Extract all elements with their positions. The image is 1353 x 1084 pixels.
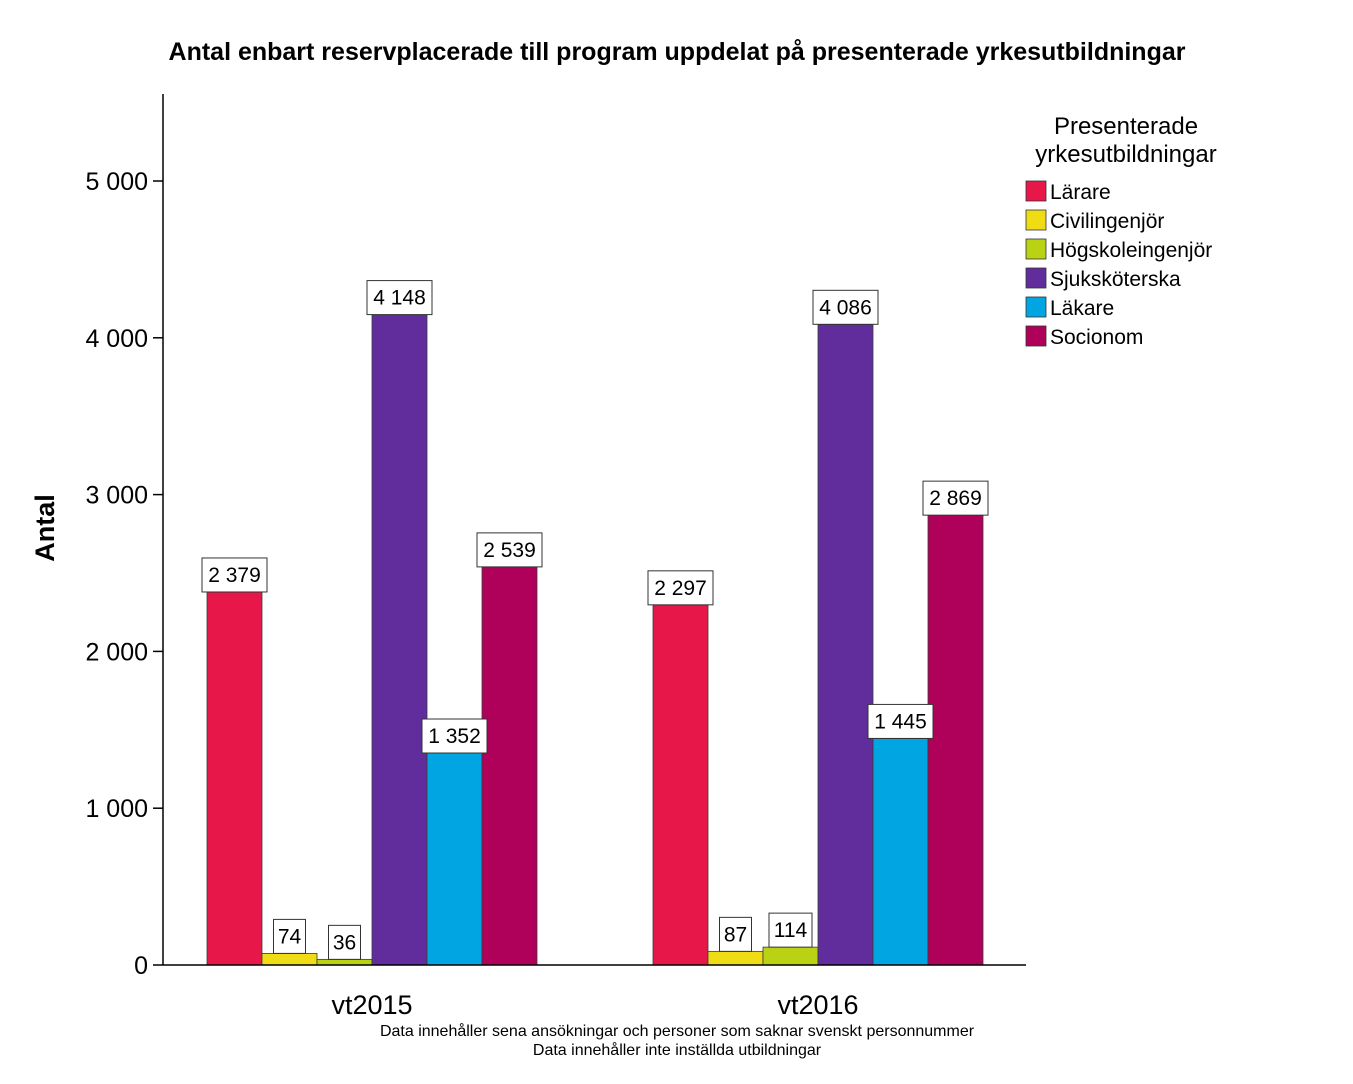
legend-title: Presenterade xyxy=(1054,113,1198,140)
bar-sjuksköterska-vt2015 xyxy=(371,314,428,966)
bar-socionom-vt2016 xyxy=(927,514,984,966)
data-label-sjuksköterska-vt2015: 4 148 xyxy=(366,280,433,316)
y-tick-label: 0 xyxy=(134,952,148,980)
plot-area: 0 1 000 2 000 3 000 4 000 5 000 vt2015 vt2016 2 … xyxy=(85,94,1026,1020)
legend-swatch-civilingenjör xyxy=(1025,209,1047,231)
legend-label-högskoleingenjör: Högskoleingenjör xyxy=(1050,239,1212,262)
y-tick-label: 4 000 xyxy=(85,325,148,353)
legend-swatch-högskoleingenjör xyxy=(1025,238,1047,260)
data-label-box xyxy=(768,912,813,948)
x-category-label: vt2016 xyxy=(777,990,858,1020)
data-label-civilingenjör-vt2015: 74 xyxy=(273,918,306,954)
data-label-lärare-vt2016: 2 297 xyxy=(647,570,714,606)
bar-civilingenjör-vt2016 xyxy=(707,950,764,966)
data-label-box xyxy=(647,570,714,606)
footnote: Data innehåller inte inställda utbildnin… xyxy=(533,1041,822,1059)
x-category-label: vt2015 xyxy=(331,990,412,1020)
data-label-socionom-vt2015: 2 539 xyxy=(476,532,543,568)
data-label-text: 2 297 xyxy=(654,577,707,600)
y-axis-title: Antal xyxy=(30,494,60,562)
data-label-läkare-vt2016: 1 445 xyxy=(867,703,934,739)
bar-högskoleingenjör-vt2015 xyxy=(316,958,373,966)
data-label-box xyxy=(273,918,306,954)
bar-civilingenjör-vt2015 xyxy=(261,952,318,966)
data-label-text: 114 xyxy=(774,919,808,942)
data-label-text: 4 148 xyxy=(373,287,426,310)
bar-lärare-vt2015 xyxy=(206,591,263,966)
chart-title: Antal enbart reservplacerade till progra… xyxy=(169,38,1186,66)
data-label-box xyxy=(421,718,488,754)
data-label-text: 1 352 xyxy=(428,725,481,748)
y-tick-label: 5 000 xyxy=(85,168,148,196)
data-label-box xyxy=(476,532,543,568)
data-label-text: 2 869 xyxy=(929,487,982,510)
legend-swatch-sjuksköterska xyxy=(1025,267,1047,289)
data-label-socionom-vt2016: 2 869 xyxy=(922,480,989,516)
y-tick-label: 1 000 xyxy=(85,795,148,823)
legend-swatch-lärare xyxy=(1025,180,1047,202)
data-label-civilingenjör-vt2016: 87 xyxy=(719,916,752,952)
data-label-lärare-vt2015: 2 379 xyxy=(201,557,268,593)
data-label-läkare-vt2015: 1 352 xyxy=(421,718,488,754)
legend-label-lärare: Lärare xyxy=(1050,181,1111,204)
legend-label-läkare: Läkare xyxy=(1050,297,1114,320)
data-label-text: 1 445 xyxy=(874,710,927,733)
data-label-sjuksköterska-vt2016: 4 086 xyxy=(812,289,879,325)
y-tick-label: 2 000 xyxy=(85,638,148,666)
bar-socionom-vt2015 xyxy=(481,566,538,966)
data-label-box xyxy=(719,916,752,952)
bar-läkare-vt2015 xyxy=(426,752,483,966)
data-label-text: 74 xyxy=(278,925,302,948)
data-label-box xyxy=(922,480,989,516)
data-label-box xyxy=(867,703,934,739)
legend-swatch-läkare xyxy=(1025,296,1047,318)
bar-läkare-vt2016 xyxy=(872,738,929,966)
data-label-text: 4 086 xyxy=(819,296,872,319)
data-label-text: 2 379 xyxy=(208,564,261,587)
data-label-text: 87 xyxy=(724,923,747,946)
data-label-box xyxy=(201,557,268,593)
y-tick-label: 3 000 xyxy=(85,482,148,510)
data-label-text: 2 539 xyxy=(483,539,536,562)
legend-label-civilingenjör: Civilingenjör xyxy=(1050,210,1164,233)
legend-title: yrkesutbildningar xyxy=(1035,141,1216,168)
footnotes: Data innehåller sena ansökningar och per… xyxy=(380,1022,975,1059)
data-label-högskoleingenjör-vt2015: 36 xyxy=(328,924,361,960)
data-label-text: 36 xyxy=(333,931,356,954)
bar-lärare-vt2016 xyxy=(652,604,709,966)
data-label-högskoleingenjör-vt2016: 114 xyxy=(768,912,813,948)
data-label-box xyxy=(328,924,361,960)
legend-label-sjuksköterska: Sjuksköterska xyxy=(1050,268,1181,291)
data-label-box xyxy=(366,280,433,316)
data-label-box xyxy=(812,289,879,325)
footnote: Data innehåller sena ansökningar och per… xyxy=(380,1022,975,1040)
legend-label-socionom: Socionom xyxy=(1050,326,1143,349)
bar-sjuksköterska-vt2016 xyxy=(817,323,874,966)
legend-swatch-socionom xyxy=(1025,325,1047,347)
bar-högskoleingenjör-vt2016 xyxy=(762,946,819,966)
